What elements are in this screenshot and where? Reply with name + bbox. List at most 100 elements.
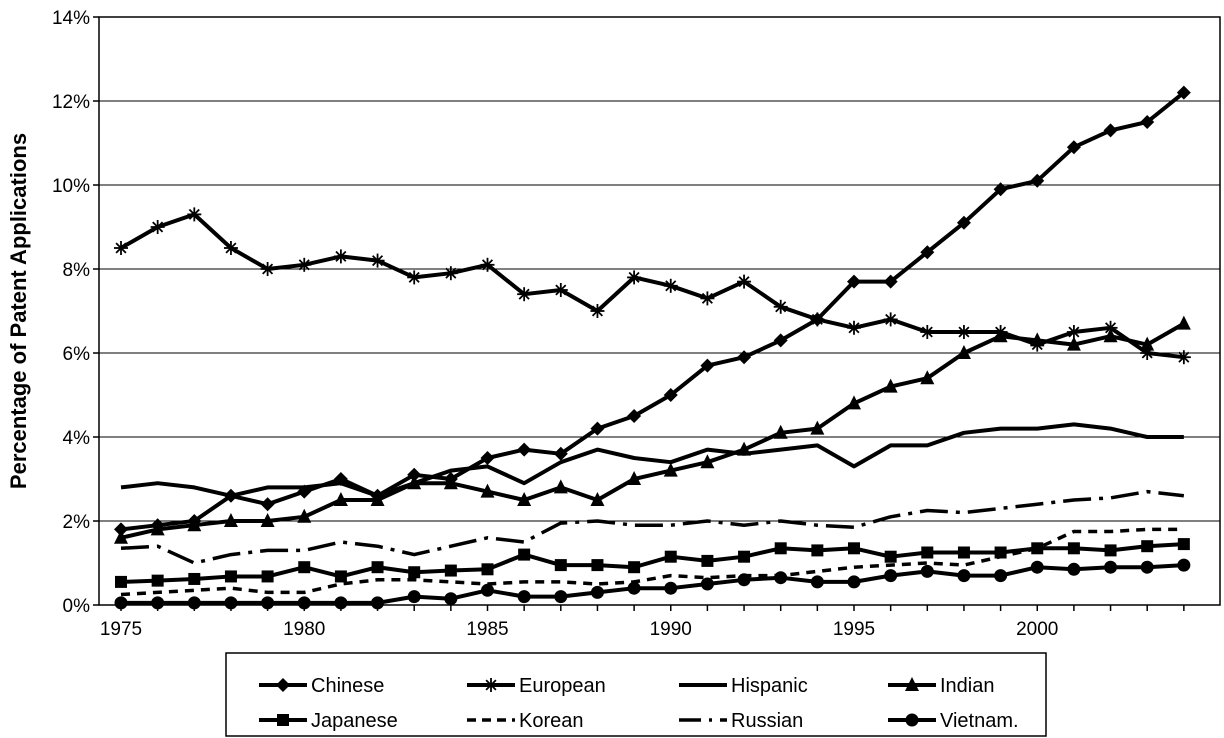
data-point-japanese	[921, 546, 934, 559]
legend-box	[225, 652, 1047, 737]
series-indian	[114, 315, 1191, 544]
series-line-vietnam	[121, 563, 1184, 605]
y-tick-label: 4%	[63, 428, 91, 449]
legend-label: Russian	[731, 710, 803, 732]
data-point-european	[1066, 325, 1081, 339]
data-point-indian	[223, 513, 238, 527]
data-point-vietnam	[1140, 560, 1154, 574]
data-point-indian	[1140, 336, 1155, 351]
gridlines	[99, 100, 1220, 522]
legend-label: Korean	[519, 710, 584, 732]
series-hispanic	[120, 422, 1184, 498]
data-point-indian	[810, 420, 825, 435]
data-point-indian	[883, 378, 898, 393]
data-point-indian	[1103, 328, 1118, 343]
x-axis-ticks: 1975 1980 1985 1990 1995 2000	[100, 605, 1185, 640]
data-point-japanese	[188, 572, 201, 585]
data-point-indian	[663, 462, 678, 477]
data-point-european	[700, 291, 715, 306]
data-point-japanese	[811, 544, 824, 557]
data-point-chinese	[1066, 140, 1081, 155]
data-point-japanese	[628, 561, 641, 574]
data-point-indian	[517, 492, 532, 506]
data-point-chinese	[443, 472, 458, 486]
data-point-vietnam	[371, 596, 385, 610]
data-point-japanese	[334, 570, 347, 583]
data-point-vietnam	[1067, 562, 1081, 576]
x-tick-label: 1985	[466, 619, 508, 640]
data-point-vietnam	[297, 596, 311, 610]
data-point-european	[297, 257, 312, 272]
data-point-european	[407, 270, 422, 285]
data-point-vietnam	[407, 590, 421, 604]
data-point-vietnam	[957, 569, 971, 583]
series-korean	[120, 527, 1184, 597]
legend-label: Hispanic	[731, 675, 808, 697]
data-point-indian	[773, 424, 788, 439]
series-japanese	[115, 538, 1190, 588]
legend-item-japanese: Japanese	[259, 710, 398, 732]
x-tick-label: 1980	[283, 619, 325, 640]
y-tick-label: 8%	[63, 260, 91, 281]
data-point-indian	[1066, 336, 1081, 351]
data-point-japanese	[554, 559, 567, 572]
data-point-japanese	[298, 561, 311, 574]
data-point-european	[956, 325, 971, 339]
data-point-japanese	[408, 566, 421, 579]
data-point-european	[260, 262, 275, 276]
data-point-chinese	[590, 421, 605, 436]
data-point-vietnam	[444, 592, 458, 606]
data-point-japanese	[1031, 542, 1044, 555]
data-point-chinese	[956, 215, 971, 230]
data-point-chinese	[1030, 173, 1045, 188]
data-point-vietnam	[994, 569, 1008, 583]
data-point-european	[150, 220, 165, 234]
x-tick-label: 2000	[1016, 619, 1058, 640]
data-point-chinese	[993, 182, 1008, 197]
data-point-chinese	[223, 488, 238, 503]
legend-marker	[905, 713, 919, 727]
data-point-chinese	[150, 518, 165, 533]
legend-marker	[276, 678, 290, 692]
data-point-vietnam	[664, 581, 678, 595]
data-point-chinese	[810, 312, 825, 327]
legend-item-korean: Korean	[467, 710, 584, 732]
data-point-indian	[480, 483, 495, 498]
data-point-chinese	[627, 409, 642, 423]
legend: Chinese European Hispanic Indian Japanese Kor…	[225, 652, 1047, 737]
data-point-chinese	[187, 514, 202, 528]
data-point-chinese	[773, 333, 788, 348]
data-point-japanese	[701, 554, 714, 567]
legend-item-chinese: Chinese	[259, 675, 384, 697]
data-point-indian	[627, 471, 642, 485]
data-point-vietnam	[151, 596, 165, 610]
data-point-indian	[297, 508, 312, 523]
data-point-japanese	[884, 550, 897, 563]
data-point-chinese	[407, 467, 422, 482]
data-point-chinese	[847, 274, 861, 289]
data-point-vietnam	[1177, 558, 1191, 572]
data-point-indian	[920, 370, 935, 385]
data-point-japanese	[1067, 542, 1080, 555]
data-point-chinese	[297, 484, 312, 499]
data-point-chinese	[260, 497, 275, 512]
legend-item-vietnam: Vietnam.	[888, 710, 1019, 732]
data-point-chinese	[663, 388, 678, 402]
series-line-indian	[120, 321, 1185, 540]
data-point-vietnam	[847, 575, 861, 589]
legend-item-hispanic: Hispanic	[679, 675, 808, 697]
data-point-japanese	[151, 574, 164, 587]
data-point-japanese	[957, 546, 970, 559]
data-point-japanese	[848, 542, 860, 555]
data-point-european	[480, 257, 495, 272]
x-tick-label: 1975	[100, 619, 142, 640]
data-point-european	[114, 241, 128, 255]
data-point-japanese	[1104, 544, 1117, 557]
legend-item-european: European	[467, 675, 606, 697]
data-point-european	[920, 325, 935, 339]
data-point-vietnam	[261, 596, 275, 610]
legend-marker	[277, 714, 289, 726]
data-point-japanese	[481, 563, 494, 576]
data-point-indian	[333, 492, 348, 506]
data-point-japanese	[1177, 538, 1190, 551]
